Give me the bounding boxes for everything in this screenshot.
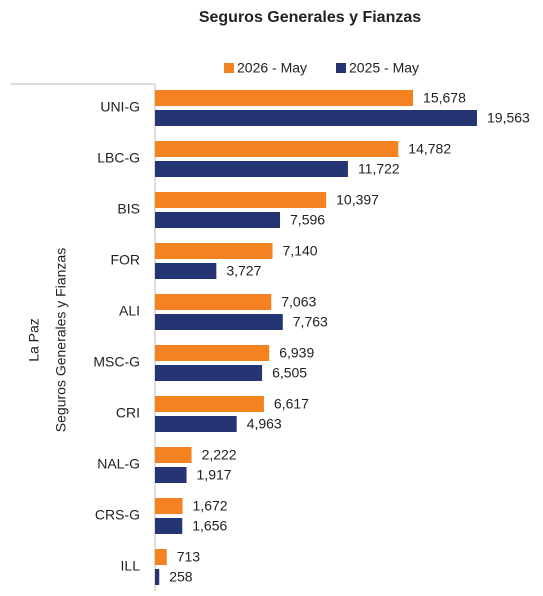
value-label: 1,656 xyxy=(192,518,227,534)
value-label: 7,596 xyxy=(290,212,325,228)
bar xyxy=(155,141,399,157)
value-label: 15,678 xyxy=(423,90,466,106)
value-label: 14,782 xyxy=(408,141,451,157)
bar xyxy=(155,518,183,534)
bar xyxy=(155,447,192,463)
legend-label: 2026 - May xyxy=(237,60,307,76)
row-label: La Paz xyxy=(26,318,42,362)
bar xyxy=(155,549,167,565)
bar xyxy=(155,110,477,126)
bar xyxy=(155,161,348,177)
value-label: 6,505 xyxy=(272,365,307,381)
bar xyxy=(155,345,270,361)
value-label: 6,939 xyxy=(279,345,314,361)
y-tick-label: MSC-G xyxy=(93,354,140,370)
value-label: 4,963 xyxy=(247,416,282,432)
value-label: 11,722 xyxy=(358,161,400,177)
y-tick-label: CRS-G xyxy=(95,507,140,523)
y-tick-label: UNI-G xyxy=(100,99,140,115)
legend-label: 2025 - May xyxy=(349,60,419,76)
y-tick-label: LBC-G xyxy=(97,150,140,166)
y-tick-label: ILL xyxy=(121,558,141,574)
value-label: 7,763 xyxy=(293,314,328,330)
bar xyxy=(155,365,263,381)
bar xyxy=(155,416,237,432)
y-tick-label: ALI xyxy=(119,303,140,319)
chart-title: Seguros Generales y Fianzas xyxy=(199,9,421,26)
value-label: 19,563 xyxy=(487,110,530,126)
value-label: 713 xyxy=(177,549,201,565)
row-label: Seguros Generales y Fianzas xyxy=(53,248,69,432)
y-tick-label: FOR xyxy=(110,252,140,268)
y-tick-label: NAL-G xyxy=(97,456,140,472)
bar xyxy=(155,498,183,514)
bar xyxy=(155,396,264,412)
bar xyxy=(155,243,273,259)
value-label: 1,917 xyxy=(197,467,232,483)
bar xyxy=(155,263,217,279)
legend-swatch xyxy=(224,63,234,73)
value-label: 7,140 xyxy=(283,243,318,259)
value-label: 1,672 xyxy=(193,498,228,514)
value-label: 3,727 xyxy=(226,263,261,279)
bar xyxy=(155,90,414,106)
bar xyxy=(155,212,281,228)
value-label: 10,397 xyxy=(336,192,379,208)
bar xyxy=(155,294,272,310)
value-label: 258 xyxy=(169,569,193,585)
bar xyxy=(155,569,160,585)
bar xyxy=(155,467,187,483)
value-label: 2,222 xyxy=(202,447,237,463)
legend-swatch xyxy=(336,63,346,73)
value-label: 7,063 xyxy=(281,294,316,310)
y-tick-label: BIS xyxy=(117,201,140,217)
bar xyxy=(155,192,327,208)
bar xyxy=(155,314,283,330)
value-label: 6,617 xyxy=(274,396,309,412)
y-tick-label: CRI xyxy=(116,405,140,421)
